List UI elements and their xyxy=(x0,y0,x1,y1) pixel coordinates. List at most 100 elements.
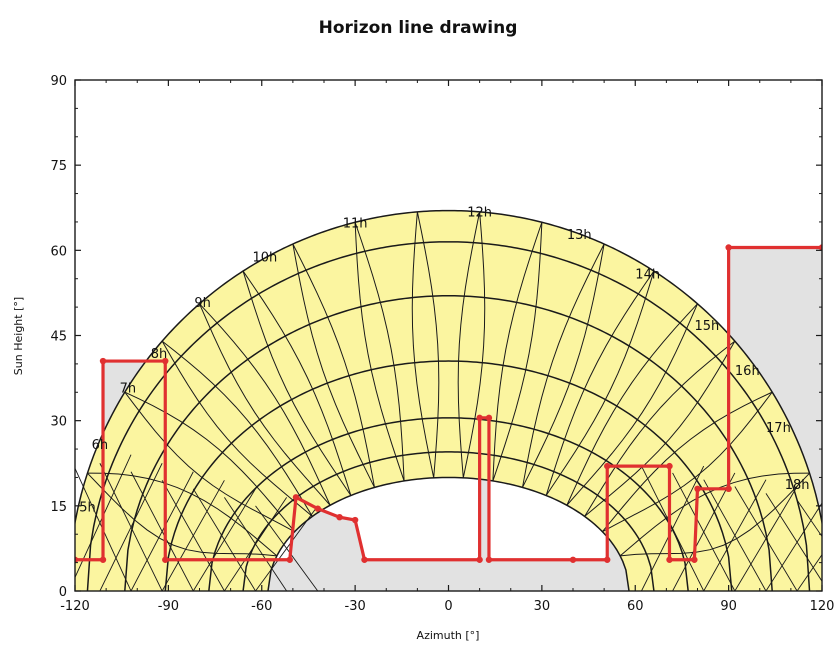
horizon-point xyxy=(162,357,169,365)
y-tick-label: 30 xyxy=(50,415,67,430)
horizon-point xyxy=(292,494,300,501)
hour-line xyxy=(521,243,605,488)
month-arc xyxy=(124,295,773,591)
hour-label: 17h xyxy=(766,421,791,436)
month-arc xyxy=(208,417,689,591)
horizon-point xyxy=(286,556,293,563)
x-tick-label: -30 xyxy=(345,599,366,614)
horizon-point xyxy=(99,357,107,365)
hour-line-edge xyxy=(796,553,822,591)
hour-line xyxy=(292,243,376,488)
hour-label: 18h xyxy=(785,478,810,493)
y-tick-label: 0 xyxy=(59,585,67,600)
horizon-point xyxy=(604,556,611,563)
hour-line xyxy=(411,211,435,478)
hour-line-edge xyxy=(765,493,822,583)
y-tick-label: 15 xyxy=(50,500,67,515)
hour-label: 9h xyxy=(194,296,211,311)
sun-band xyxy=(75,210,822,591)
hour-line xyxy=(199,303,331,506)
hour-label: 7h xyxy=(120,381,137,396)
horizon-line-group xyxy=(75,244,822,563)
y-tick-label: 75 xyxy=(50,159,67,174)
horizon-point xyxy=(314,505,321,512)
hour-line xyxy=(492,222,543,482)
sun-band-fill xyxy=(75,210,822,591)
hour-labels: 5h 6h 7h 8h 9h 10h 11h 12h 13h 14h 15h 16h 17h 18h xyxy=(79,205,809,515)
hour-line-edge xyxy=(255,505,319,591)
horizon-point xyxy=(99,556,107,563)
hour-line xyxy=(522,243,605,488)
hour-line-edge xyxy=(703,479,767,591)
hour-line xyxy=(492,222,543,481)
horizon-point xyxy=(818,244,822,251)
hour-line xyxy=(545,270,655,496)
hour-line-edge xyxy=(641,465,705,591)
x-tick-label: 60 xyxy=(627,599,644,614)
hour-line xyxy=(584,340,736,517)
horizon-point xyxy=(485,414,493,422)
chart-title: Horizon line drawing xyxy=(319,18,518,38)
hour-label: 13h xyxy=(567,228,592,243)
horizon-point xyxy=(691,556,698,563)
hour-label: 15h xyxy=(694,319,719,334)
x-tick-label: -120 xyxy=(60,599,90,614)
horizon-point xyxy=(361,556,368,563)
hour-label: 11h xyxy=(343,217,368,232)
hour-line xyxy=(161,340,313,517)
hour-line xyxy=(199,303,331,506)
y-axis-label: Sun Height [°] xyxy=(12,297,25,375)
y-tick-label: 45 xyxy=(50,330,67,345)
hour-label: 12h xyxy=(467,205,492,220)
x-tick-label: 30 xyxy=(534,599,551,614)
horizon-point xyxy=(725,244,732,251)
hour-line xyxy=(566,303,698,506)
month-arc xyxy=(242,451,655,591)
x-axis-label: Azimuth [°] xyxy=(417,629,480,642)
hour-line xyxy=(161,340,313,517)
horizon-point xyxy=(666,556,673,563)
horizon-point xyxy=(75,556,79,563)
hour-label: 5h xyxy=(79,501,96,516)
hour-line xyxy=(584,340,736,517)
axis-ticks: -120 -90 -60 -30 0 30 60 90 120 0 15 30 45 60 75 90 xyxy=(50,74,834,614)
hour-label: 8h xyxy=(151,347,168,362)
hour-label: 16h xyxy=(735,364,760,379)
hour-line xyxy=(545,270,655,496)
horizon-point xyxy=(351,516,359,524)
hour-line xyxy=(124,391,295,532)
hour-line xyxy=(292,243,375,488)
x-tick-label: -90 xyxy=(158,599,179,614)
hour-line xyxy=(462,211,486,478)
hour-line xyxy=(242,270,352,496)
hour-line xyxy=(602,391,773,532)
hour-line-edge xyxy=(796,499,822,538)
x-tick-label: 0 xyxy=(444,599,452,614)
hour-line-edge xyxy=(161,480,225,591)
hour-line-edge xyxy=(224,497,288,591)
horizon-point xyxy=(666,462,673,470)
y-tick-label: 90 xyxy=(50,74,67,89)
hour-line xyxy=(354,222,405,482)
hour-label: 10h xyxy=(252,251,277,266)
hour-line xyxy=(87,472,278,557)
horizon-point xyxy=(162,556,169,563)
hour-line xyxy=(354,222,405,481)
hour-line-edge xyxy=(192,488,256,591)
hour-line-edge xyxy=(75,467,132,591)
horizon-point xyxy=(476,556,483,563)
x-tick-label: -60 xyxy=(251,599,272,614)
hour-line xyxy=(566,303,698,506)
hour-label: 14h xyxy=(635,268,660,283)
sun-path-curves xyxy=(75,209,822,591)
horizon-point xyxy=(485,556,493,563)
hour-line-edge xyxy=(734,486,798,591)
month-arc xyxy=(75,209,822,528)
hour-line xyxy=(457,211,481,478)
horizon-point xyxy=(476,414,483,422)
x-tick-label: 90 xyxy=(720,599,737,614)
horizon-point xyxy=(604,462,611,470)
y-tick-label: 60 xyxy=(50,244,67,259)
hour-line-edge xyxy=(99,463,163,591)
